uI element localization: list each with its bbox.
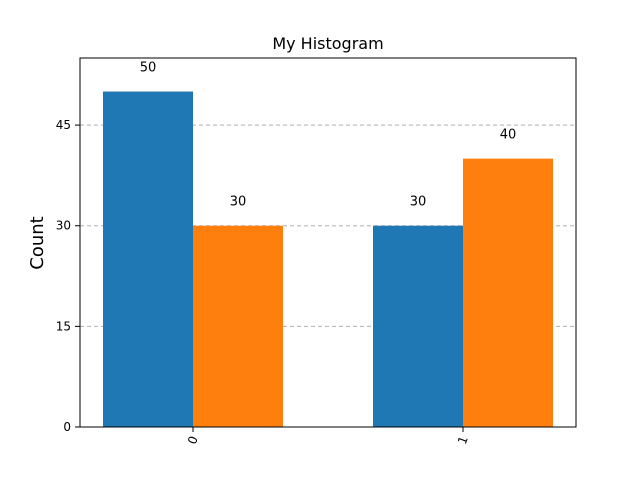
y-axis-label: Count xyxy=(27,216,48,269)
data-label-series1-cat-1: 40 xyxy=(500,128,517,143)
bars xyxy=(103,91,553,428)
axis-ticks: 0 15 30 45 0 1 xyxy=(56,118,471,446)
data-label-series0-cat-1: 30 xyxy=(410,195,427,210)
bar-series0-cat-0 xyxy=(103,91,193,427)
bar-series0-cat-1 xyxy=(373,225,463,427)
x-tick-label-0: 0 xyxy=(185,434,201,446)
y-tick-label-15: 15 xyxy=(56,319,71,333)
bar-series1-cat-0 xyxy=(193,225,283,427)
data-label-series0-cat-0: 50 xyxy=(140,61,157,76)
y-tick-label-0: 0 xyxy=(63,420,71,434)
data-labels: 50 30 30 40 xyxy=(140,61,517,210)
bar-series1-cat-1 xyxy=(463,158,553,428)
y-tick-label-30: 30 xyxy=(56,219,71,233)
plot-frame xyxy=(79,57,577,428)
y-tick-label-45: 45 xyxy=(56,118,71,132)
data-label-series1-cat-0: 30 xyxy=(230,195,247,210)
x-tick-label-1: 1 xyxy=(455,434,471,446)
chart-title: My Histogram xyxy=(272,34,383,53)
